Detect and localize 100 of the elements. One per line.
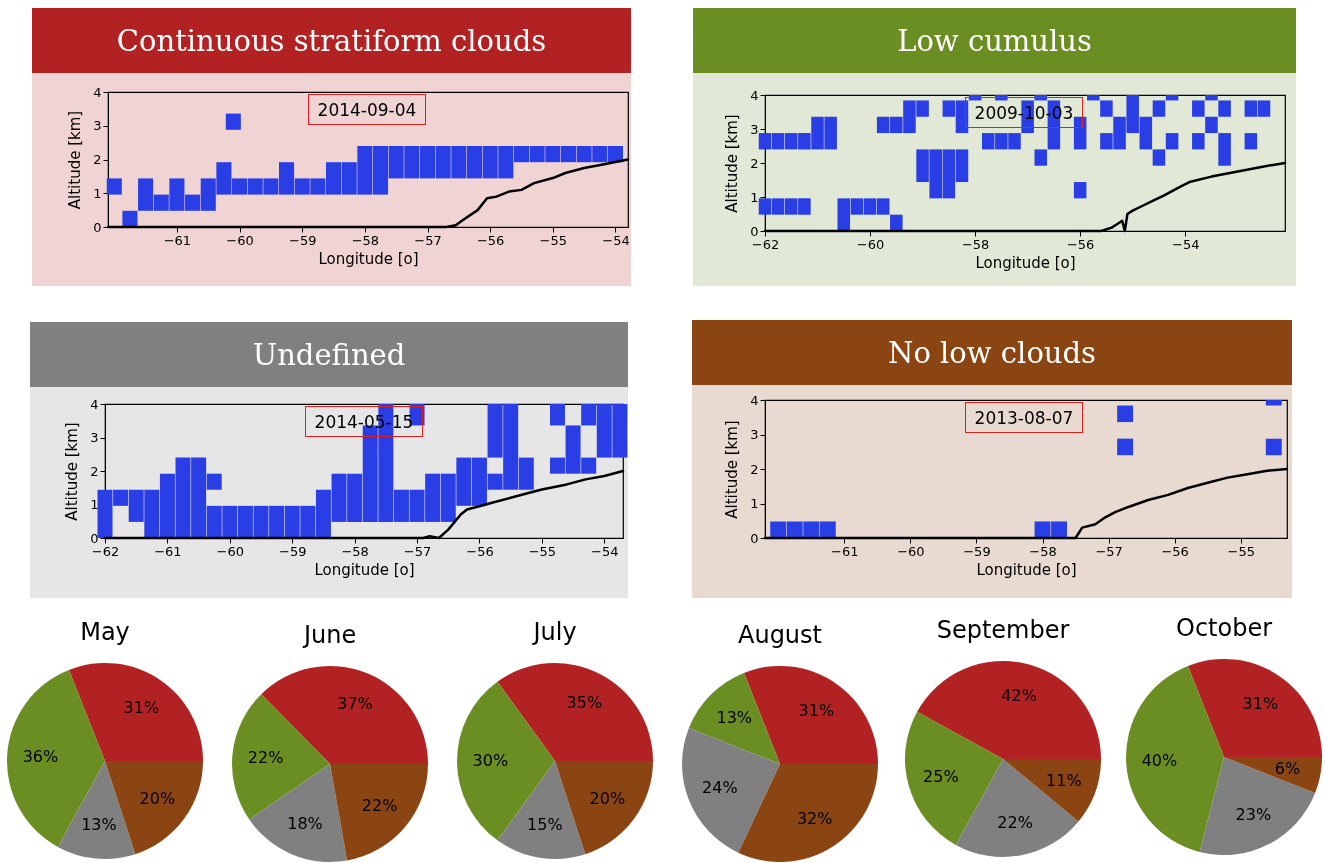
y-tick-label: 3	[750, 427, 759, 442]
y-tick-label: 3	[93, 118, 102, 134]
y-axis-title: Altitude [km]	[66, 110, 85, 210]
bar	[549, 404, 565, 426]
pie-slice	[1199, 757, 1316, 855]
data-label: 25%	[923, 767, 959, 787]
bar	[1265, 438, 1282, 456]
pie-slice	[330, 764, 428, 861]
x-tick-label: −58	[961, 236, 990, 252]
data-label: 37%	[337, 694, 373, 714]
chart-title: Continuous stratiform clouds	[32, 8, 631, 73]
data-label: 36%	[22, 746, 59, 766]
bar	[1087, 95, 1100, 101]
data-label: 13%	[81, 815, 117, 835]
y-axis-title: Altitude [km]	[723, 114, 742, 213]
bar	[1117, 405, 1134, 423]
pie-slice	[249, 764, 348, 862]
x-tick-label: −62	[751, 236, 780, 252]
x-tick-label: −56	[466, 543, 494, 559]
bar	[1152, 100, 1166, 117]
x-tick-label: −54	[1171, 236, 1200, 252]
x-tick-label: −55	[539, 232, 568, 248]
x-tick-label: −60	[226, 232, 254, 248]
bar	[1165, 133, 1179, 150]
data-label: 22%	[997, 812, 1033, 832]
pie-slice	[688, 672, 780, 764]
y-tick-label: 4	[750, 392, 759, 408]
y-tick-label: 4	[750, 87, 759, 103]
bar	[122, 210, 138, 227]
data-label: 31%	[798, 700, 835, 720]
y-tick-label: 4	[93, 84, 102, 100]
chart-title: Low cumulus	[693, 8, 1296, 73]
bar	[1073, 182, 1087, 199]
data-label: 11%	[1046, 770, 1082, 790]
y-axis-title: Altitude [km]	[63, 422, 82, 521]
x-tick-label: −56	[1161, 543, 1189, 559]
x-tick-label: −60	[216, 543, 245, 559]
y-tick-label: 1	[750, 496, 759, 511]
y-tick-label: 0	[93, 219, 102, 235]
data-label: 30%	[472, 751, 509, 770]
x-tick-label: −56	[1066, 236, 1095, 252]
x-tick-label: −58	[351, 232, 380, 248]
data-label: 35%	[566, 693, 603, 713]
bar	[890, 214, 903, 231]
x-tick-label: −54	[602, 232, 630, 248]
x-tick-label: −54	[591, 543, 619, 559]
y-tick-label: 1	[93, 185, 102, 201]
chart-title: July	[531, 618, 577, 646]
y-tick-label: 2	[750, 155, 759, 171]
bar	[1117, 438, 1134, 456]
y-tick-label: 0	[750, 223, 759, 239]
bar	[1205, 116, 1218, 134]
data-label: 22%	[361, 795, 398, 815]
x-tick-label: −58	[341, 543, 369, 559]
label-frame: 2013-08-07	[965, 402, 1083, 433]
data-label: 15%	[527, 814, 563, 834]
bar	[1265, 400, 1282, 406]
data-label: 31%	[1242, 693, 1279, 713]
y-tick-label: 2	[93, 152, 102, 167]
x-tick-label: −57	[1095, 543, 1123, 559]
pie-slice	[917, 661, 1101, 759]
data-label: 32%	[796, 808, 833, 828]
x-tick-label: −59	[289, 232, 317, 248]
bar	[1218, 133, 1231, 166]
y-tick-label: 2	[90, 463, 99, 479]
y-tick-label: 1	[750, 189, 759, 205]
y-tick-label: 0	[90, 530, 99, 546]
pie-slice	[1187, 659, 1322, 757]
x-tick-label: −60	[856, 236, 885, 252]
x-tick-label: −57	[403, 543, 432, 559]
y-tick-label: 0	[750, 530, 759, 546]
pie-slice	[1224, 757, 1322, 794]
label-frame: 2014-09-04	[308, 94, 426, 125]
x-axis-title: Longitude [o]	[976, 560, 1077, 579]
x-axis-title: Longitude [o]	[975, 253, 1076, 272]
x-tick-label: −55	[1227, 543, 1255, 559]
data-label: 40%	[1141, 751, 1178, 771]
x-tick-label: −55	[528, 543, 557, 559]
x-tick-label: −60	[897, 543, 925, 559]
x-axis-title: Longitude [o]	[314, 560, 415, 579]
data-label: 31%	[123, 697, 160, 717]
chart-title: No low clouds	[692, 320, 1292, 385]
data-label: 22%	[247, 747, 284, 767]
bar	[1034, 149, 1048, 166]
chart-title: August	[738, 621, 822, 649]
data-label: 23%	[1235, 804, 1272, 824]
x-tick-label: −62	[91, 543, 120, 559]
chart-title: September	[936, 616, 1070, 644]
pie-slice	[57, 761, 136, 859]
bar	[1205, 95, 1218, 101]
x-tick-label: −59	[963, 543, 991, 559]
y-axis-title: Altitude [km]	[723, 420, 742, 519]
bar	[1152, 149, 1166, 166]
data-label: 13%	[716, 708, 753, 728]
y-tick-label: 2	[750, 461, 759, 477]
bar	[1244, 133, 1258, 150]
chart-title: Undefined	[30, 322, 628, 387]
y-tick-label: 3	[750, 121, 759, 137]
bar	[1192, 133, 1205, 150]
pie-slice	[738, 764, 878, 862]
